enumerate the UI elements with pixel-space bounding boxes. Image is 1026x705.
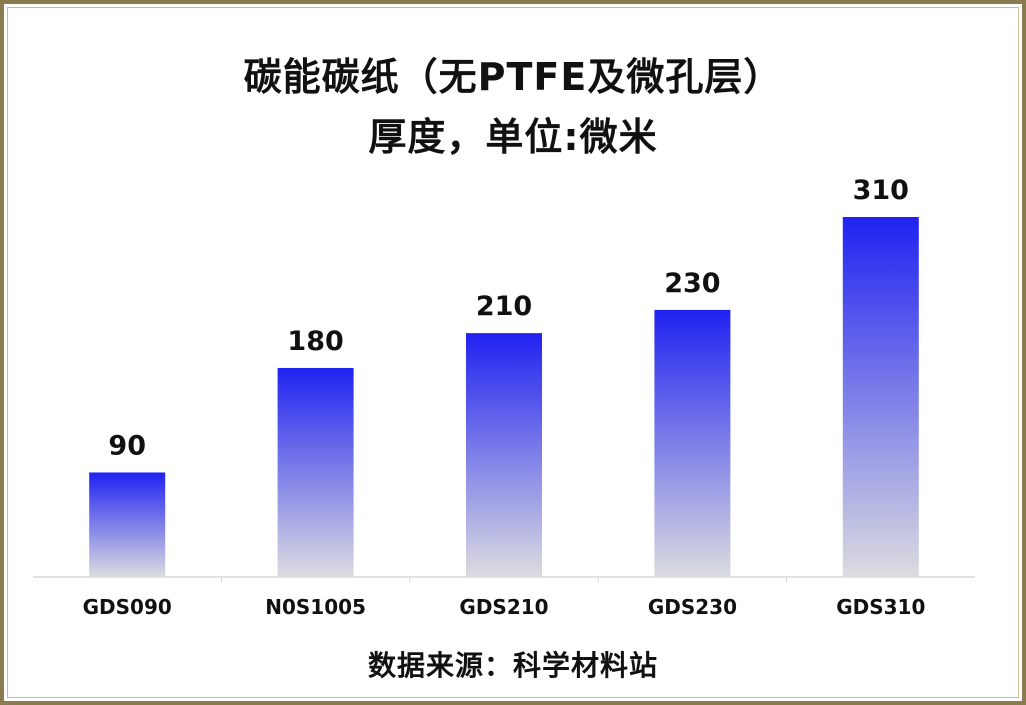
bar-n0s1005: [277, 367, 354, 577]
category-label-gds090: GDS090: [83, 595, 172, 619]
category-label-gds230: GDS230: [648, 595, 737, 619]
data-label-gds090: 90: [108, 430, 146, 461]
data-label-gds310: 310: [853, 175, 909, 206]
chart-title-line-2: 厚度，单位:微米: [368, 115, 658, 159]
bar-gds230: [654, 309, 731, 577]
labels-layer: 90 GDS090 180 N0S1005 210 GDS210 230 GDS230 310 G…: [83, 175, 926, 619]
data-source-note: 数据来源：科学材料站: [367, 649, 658, 682]
category-label-n0s1005: N0S1005: [265, 595, 366, 619]
chart-frame-inner-border: [7, 7, 1019, 698]
bar-gds210: [466, 333, 542, 577]
bar-gds310: [842, 217, 919, 577]
category-label-gds310: GDS310: [836, 595, 925, 619]
data-label-gds230: 230: [664, 268, 720, 299]
data-label-n0s1005: 180: [287, 326, 343, 357]
data-label-gds210: 210: [476, 291, 532, 322]
bars-layer: [89, 217, 919, 577]
category-label-gds210: GDS210: [459, 595, 548, 619]
bar-gds090: [89, 472, 166, 577]
chart-title-line-1: 碳能碳纸（无PTFE及微孔层）: [243, 55, 783, 99]
